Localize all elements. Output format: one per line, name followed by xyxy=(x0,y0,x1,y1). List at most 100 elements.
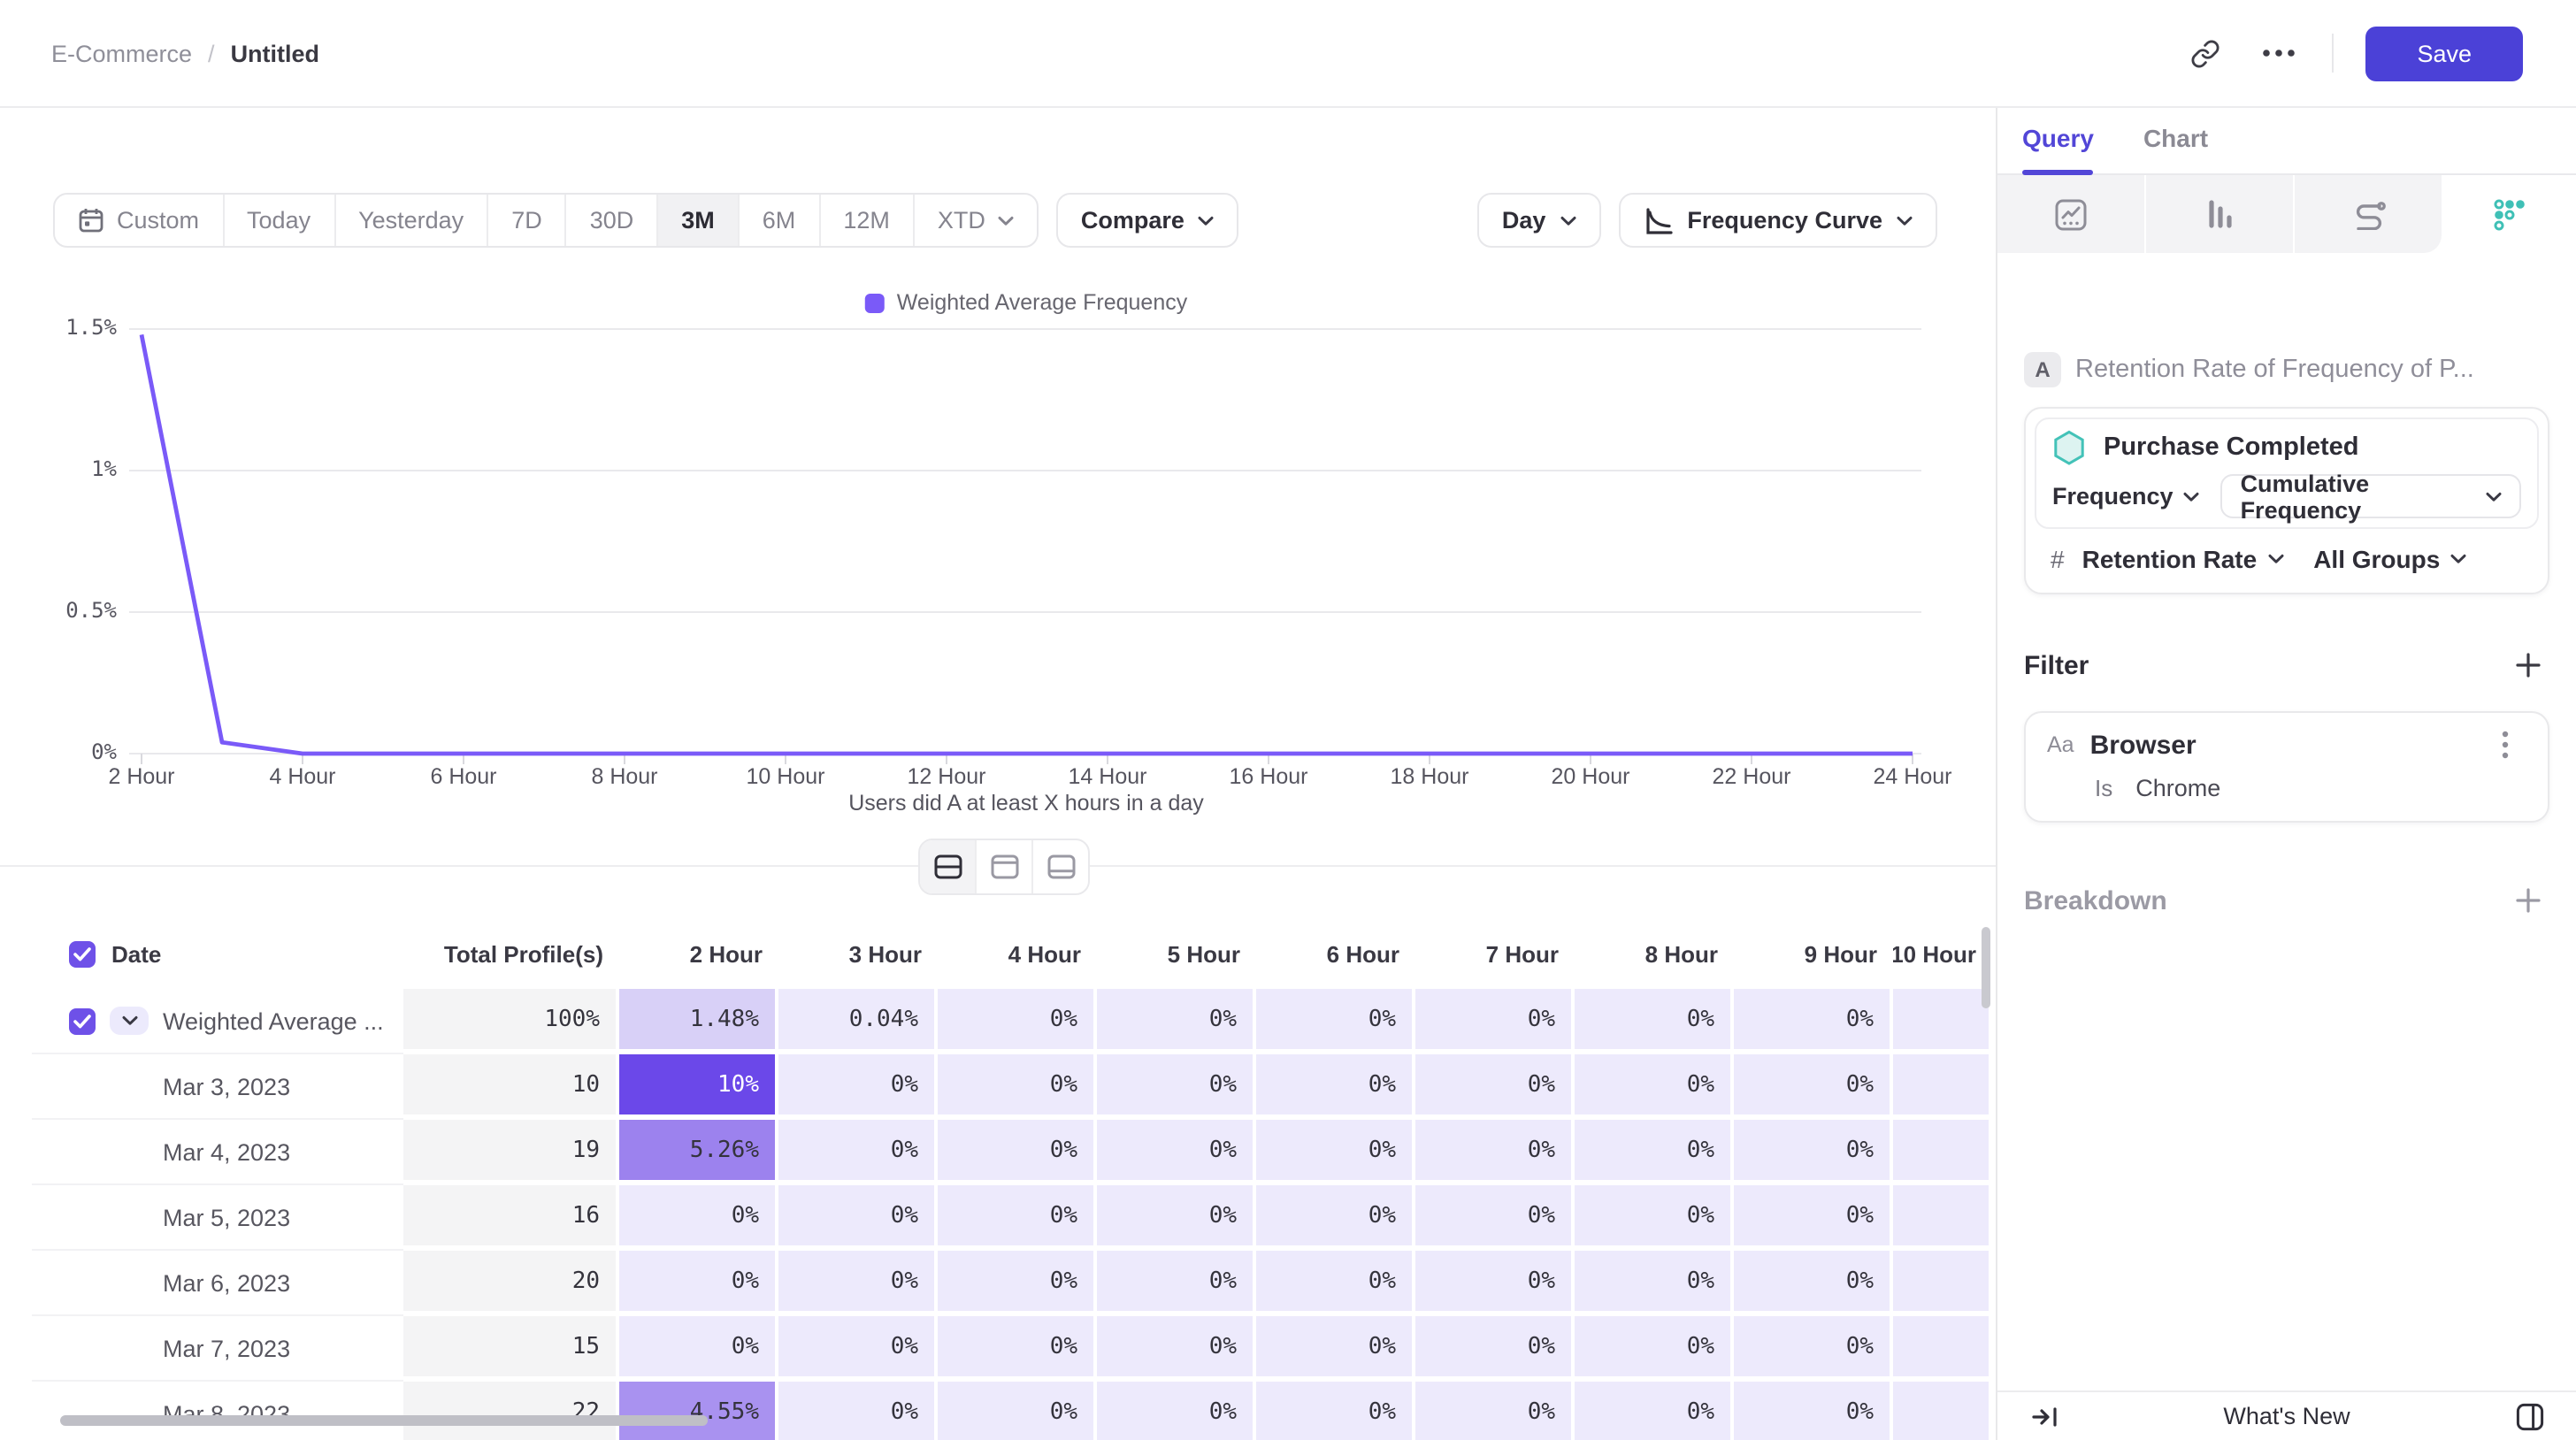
cell: 0% xyxy=(938,1251,1097,1316)
range-3m[interactable]: 3M xyxy=(658,195,740,246)
collapse-sidebar-icon[interactable] xyxy=(2022,1395,2065,1437)
cell: 5.26% xyxy=(619,1120,778,1185)
filter-property-row[interactable]: Aa Browser xyxy=(2047,729,2526,761)
breadcrumb: E-Commerce / Untitled xyxy=(51,40,319,66)
cell: 0% xyxy=(1575,1316,1734,1382)
range-7d[interactable]: 7D xyxy=(488,195,567,246)
table-header-row: Date Total Profile(s) 2 Hour 3 Hour 4 Hour 5 … xyxy=(32,918,1992,989)
frequency-dropdown[interactable]: Frequency xyxy=(2052,483,2200,509)
chart-area: Weighted Average Frequency Users did A a… xyxy=(0,248,1996,867)
query-builder: A Retention Rate of Frequency of P... Pu… xyxy=(1997,352,2576,922)
report-toolbar: Custom Today Yesterday 7D 30D 3M 6M 12M XTD Comp… xyxy=(53,193,1937,248)
table-horizontal-scrollbar[interactable] xyxy=(60,1415,708,1426)
row-checkbox[interactable] xyxy=(69,940,96,967)
cell: 0% xyxy=(938,1382,1097,1440)
filter-menu-button[interactable] xyxy=(2484,724,2526,766)
cell: 0% xyxy=(619,1185,778,1251)
groups-dropdown[interactable]: All Groups xyxy=(2313,545,2466,573)
table-row-mar-3-2023: Mar 3, 2023 10 10% 0% 0% 0% 0% 0% 0% 0% xyxy=(32,1054,1992,1120)
layout-table-only-button[interactable] xyxy=(1033,840,1088,893)
report-type-funnels[interactable] xyxy=(2146,175,2295,253)
cell: 0% xyxy=(1256,989,1415,1054)
range-yesterday[interactable]: Yesterday xyxy=(335,195,489,246)
breadcrumb-project[interactable]: E-Commerce xyxy=(51,40,193,66)
event-hexagon-icon xyxy=(2054,429,2084,464)
copy-link-icon[interactable] xyxy=(2183,32,2226,74)
cell: 0% xyxy=(938,1185,1097,1251)
view-mode-dropdown[interactable]: Frequency Curve xyxy=(1618,193,1937,248)
table-row-mar-8-2023: Mar 8, 2023 22 4.55% 0% 0% 0% 0% 0% 0% 0% xyxy=(32,1382,1992,1440)
cell: 0% xyxy=(938,1054,1097,1120)
x-tick-16-hour: 16 Hour xyxy=(1229,764,1308,789)
sidebar-footer: What's New xyxy=(1997,1390,2576,1440)
cell xyxy=(1893,1185,1992,1251)
metric-dropdown[interactable]: Retention Rate xyxy=(2082,545,2284,573)
range-6m[interactable]: 6M xyxy=(740,195,821,246)
event-name: Purchase Completed xyxy=(2104,433,2359,462)
add-filter-button[interactable] xyxy=(2507,644,2549,686)
cell: 0% xyxy=(1097,989,1256,1054)
report-type-retention-active[interactable] xyxy=(2442,175,2576,253)
range-custom[interactable]: Custom xyxy=(55,195,225,246)
breadcrumb-report-title[interactable]: Untitled xyxy=(230,40,320,66)
cell: 0% xyxy=(778,1316,938,1382)
expand-chevron[interactable] xyxy=(110,1007,149,1035)
table-vertical-scrollbar[interactable] xyxy=(1982,927,1990,1008)
cell: 0% xyxy=(619,1251,778,1316)
filter-section-header: Filter xyxy=(2024,644,2549,686)
frequency-type-dropdown[interactable]: Cumulative Frequency xyxy=(2220,470,2521,523)
range-today[interactable]: Today xyxy=(224,195,336,246)
chart-legend[interactable]: Weighted Average Frequency xyxy=(864,290,1187,315)
cell-total: 20 xyxy=(403,1251,619,1316)
cell: 0% xyxy=(1575,989,1734,1054)
y-tick-1-5: 1.5% xyxy=(65,315,117,340)
cell: 0% xyxy=(938,1316,1097,1382)
y-tick-0: 0% xyxy=(91,739,117,764)
whats-new-link[interactable]: What's New xyxy=(2223,1403,2350,1429)
cell-total: 100% xyxy=(403,989,619,1054)
frequency-curve-icon xyxy=(1645,207,1673,234)
sidebar-tabs: Query Chart xyxy=(1997,108,2576,175)
range-12m[interactable]: 12M xyxy=(820,195,915,246)
cell: 0% xyxy=(1575,1251,1734,1316)
more-options-icon[interactable] xyxy=(2258,32,2300,74)
cell: 0% xyxy=(1256,1120,1415,1185)
layout-chart-only-button[interactable] xyxy=(977,840,1033,893)
report-type-flows[interactable] xyxy=(2295,175,2442,253)
x-tick-6-hour: 6 Hour xyxy=(430,764,497,789)
col-header-5-hour: 5 Hour xyxy=(1167,940,1240,967)
row-label-cell: Mar 3, 2023 xyxy=(32,1054,403,1120)
flows-icon xyxy=(2355,202,2385,230)
series-badge: A xyxy=(2024,352,2061,387)
filter-operator[interactable]: Is xyxy=(2095,775,2113,801)
range-30d[interactable]: 30D xyxy=(567,195,659,246)
add-breakdown-button[interactable] xyxy=(2507,879,2549,922)
layout-toggle-group xyxy=(918,839,1090,895)
cell: 4.55% xyxy=(619,1382,778,1440)
granularity-dropdown[interactable]: Day xyxy=(1476,193,1601,248)
compare-button[interactable]: Compare xyxy=(1055,193,1239,248)
cell-total: 22 xyxy=(403,1382,619,1440)
topbar-divider xyxy=(2332,34,2334,73)
layout-split-horizontal-button[interactable] xyxy=(920,840,977,893)
save-button[interactable]: Save xyxy=(2365,26,2523,80)
row-checkbox[interactable] xyxy=(69,1007,96,1034)
x-tick-2-hour: 2 Hour xyxy=(108,764,175,789)
tab-query[interactable]: Query xyxy=(2022,124,2095,175)
cell: 0% xyxy=(1097,1120,1256,1185)
range-xtd[interactable]: XTD xyxy=(915,195,1037,246)
cell: 0% xyxy=(1097,1316,1256,1382)
series-title[interactable]: Retention Rate of Frequency of P... xyxy=(2075,356,2474,384)
query-sidebar: Query Chart A Retention Rate of Frequenc… xyxy=(1997,108,2576,1440)
frequency-curve-chart[interactable] xyxy=(106,324,1946,780)
cell: 0% xyxy=(1256,1185,1415,1251)
col-header-4-hour: 4 Hour xyxy=(1008,940,1081,967)
report-type-insights[interactable] xyxy=(1997,175,2146,253)
filter-value[interactable]: Chrome xyxy=(2135,775,2221,801)
filter-heading: Filter xyxy=(2024,650,2089,680)
split-panel-icon[interactable] xyxy=(2509,1395,2551,1437)
chevron-down-icon xyxy=(1560,215,1576,225)
event-row[interactable]: Purchase Completed xyxy=(2052,429,2521,464)
tab-chart[interactable]: Chart xyxy=(2143,124,2209,152)
